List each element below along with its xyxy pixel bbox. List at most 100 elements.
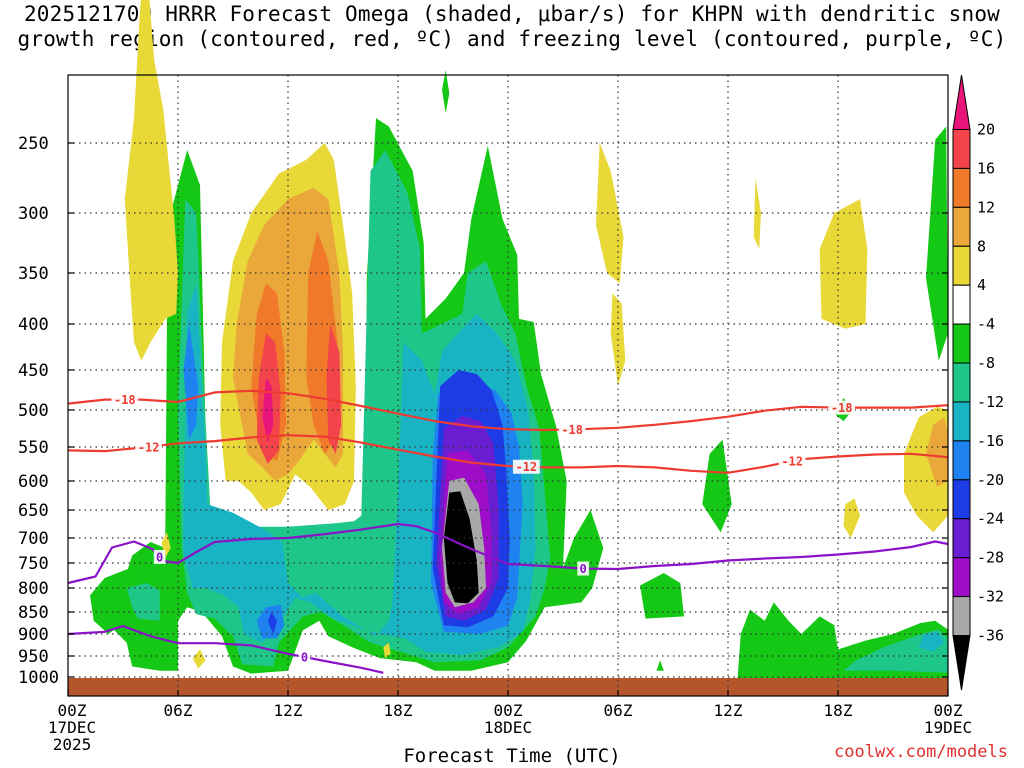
colorbar-cell-13 bbox=[952, 596, 971, 637]
y-tick-label-1000: 1000 bbox=[18, 668, 59, 688]
omega-region-yellow-18z-b bbox=[843, 498, 860, 538]
colorbar-cell-3 bbox=[952, 206, 971, 247]
omega-region-darkblue-low bbox=[267, 612, 277, 634]
x-tick-label-30-0: 06Z bbox=[604, 701, 633, 720]
x-tick-label-48-1: 19DEC bbox=[924, 718, 972, 737]
contour-label-2-1: 0 bbox=[580, 562, 587, 576]
colorbar-cell-1 bbox=[952, 128, 971, 169]
colorbar-label-1: 16 bbox=[977, 159, 995, 177]
colorbar-label-12: -32 bbox=[977, 588, 1004, 606]
contour-label-2-0: 0 bbox=[156, 551, 163, 565]
y-tick-label-750: 750 bbox=[18, 554, 49, 574]
omega-region-red-b bbox=[326, 324, 342, 454]
contour-label-bg-0-1 bbox=[558, 422, 586, 437]
x-tick-label-12-0: 12Z bbox=[274, 701, 303, 720]
omega-region-teal-left bbox=[126, 583, 160, 621]
y-tick-label-500: 500 bbox=[18, 401, 49, 421]
y-tick-label-600: 600 bbox=[18, 472, 49, 492]
colorbar-label-10: -24 bbox=[977, 510, 1004, 528]
omega-region-green-right-top bbox=[926, 126, 948, 361]
x-tick-label-48-0: 00Z bbox=[934, 701, 963, 720]
x-tick-label-0-2: 2025 bbox=[53, 735, 92, 754]
colorbar-label-8: -16 bbox=[977, 432, 1004, 450]
chart-title-line-2: growth region (contoured, red, ºC) and f… bbox=[17, 27, 1007, 51]
x-tick-label-24-1: 18DEC bbox=[484, 718, 532, 737]
y-tick-label-350: 350 bbox=[18, 264, 49, 284]
contour-label-0-1: -18 bbox=[561, 423, 583, 437]
y-tick-label-650: 650 bbox=[18, 501, 49, 521]
y-tick-label-700: 700 bbox=[18, 529, 49, 549]
colorbar-label-9: -20 bbox=[977, 471, 1004, 489]
omega-region-yellow-18z bbox=[819, 199, 868, 329]
contour-label-1-0: -12 bbox=[138, 440, 160, 454]
omega-region-green-12z bbox=[702, 439, 732, 533]
contour-label-bg-2-0 bbox=[153, 550, 166, 564]
y-tick-label-450: 450 bbox=[18, 361, 49, 381]
colorbar-label-4: 4 bbox=[977, 276, 986, 294]
colorbar-cell-7 bbox=[952, 362, 971, 403]
colorbar-label-0: 20 bbox=[977, 120, 995, 138]
plot-frame bbox=[67, 74, 949, 697]
x-tick-label-0-0: 00Z bbox=[58, 701, 87, 720]
colorbar-cell-11 bbox=[952, 518, 971, 559]
y-tick-label-400: 400 bbox=[18, 315, 49, 335]
contour-label-bg-0-2 bbox=[828, 400, 856, 415]
y-tick-label-250: 250 bbox=[18, 134, 49, 154]
y-tick-label-300: 300 bbox=[18, 204, 49, 224]
temperature-contours: -18 -18 -18 -12 -12 -12 0 0 0 bbox=[67, 389, 949, 674]
axis-ticks: 250 300 350 400 450 500 550 600 650 700 750 800 850 9… bbox=[18, 134, 972, 754]
y-tick-label-800: 800 bbox=[18, 579, 49, 599]
chart-title-line-1: 2025121700 HRRR Forecast Omega (shaded, … bbox=[23, 2, 1001, 26]
colorbar-cell-12 bbox=[952, 557, 971, 598]
omega-region-green-speck bbox=[442, 70, 450, 114]
x-tick-label-18-0: 18Z bbox=[384, 701, 413, 720]
colorbar-label-2: 12 bbox=[977, 198, 995, 216]
colorbar-label-11: -28 bbox=[977, 549, 1004, 567]
y-tick-label-850: 850 bbox=[18, 603, 49, 623]
colorbar-cell-2 bbox=[952, 167, 971, 208]
contour-label-bg-1-0 bbox=[135, 439, 163, 454]
grid-lines bbox=[68, 75, 948, 696]
omega-region-green-left bbox=[90, 568, 131, 634]
contour-label-0-2: -18 bbox=[831, 401, 853, 415]
contour-line-0 bbox=[67, 389, 949, 432]
colorbar: 20 16 12 8 4 -4 -8 -12 -16 -20 -24 -28 -32 -36 bbox=[952, 74, 1004, 691]
omega-region-yellow-06z bbox=[596, 143, 624, 284]
colorbar-cell-8 bbox=[952, 401, 971, 442]
colorbar-label-3: 8 bbox=[977, 237, 986, 255]
colorbar-cell-9 bbox=[952, 440, 971, 481]
contour-line-3 bbox=[67, 625, 384, 674]
contour-label-1-1: -12 bbox=[515, 460, 537, 474]
colorbar-label-7: -12 bbox=[977, 393, 1004, 411]
y-tick-label-550: 550 bbox=[18, 438, 49, 458]
omega-region-cyan-right bbox=[918, 631, 945, 652]
contour-label-1-2: -12 bbox=[781, 455, 803, 469]
colorbar-cell-10 bbox=[952, 479, 971, 520]
colorbar-cell-top bbox=[952, 74, 971, 130]
colorbar-cell-5 bbox=[952, 284, 971, 325]
source-credit: coolwx.com/models bbox=[834, 742, 1008, 762]
contour-label-bg-0-0 bbox=[111, 392, 139, 407]
x-axis-title: Forecast Time (UTC) bbox=[403, 745, 621, 767]
colorbar-cell-bottom bbox=[952, 635, 971, 691]
omega-region-yellow-speck2 bbox=[192, 649, 206, 669]
contour-label-3-0: 0 bbox=[301, 651, 308, 665]
colorbar-label-6: -8 bbox=[977, 354, 995, 372]
x-tick-label-0-1: 17DEC bbox=[48, 718, 96, 737]
omega-region-yellow-speck3 bbox=[383, 642, 391, 659]
x-tick-label-6-0: 06Z bbox=[164, 701, 193, 720]
colorbar-cell-6 bbox=[952, 323, 971, 364]
contour-label-bg-1-2 bbox=[778, 454, 806, 469]
contour-label-bg-1-1 bbox=[512, 459, 540, 474]
colorbar-cell-4 bbox=[952, 245, 971, 286]
omega-region-yellow-12z bbox=[753, 178, 761, 249]
contour-label-bg-2-1 bbox=[577, 561, 589, 576]
omega-region-black bbox=[443, 491, 479, 604]
contour-label-bg-3-0 bbox=[298, 650, 311, 665]
omega-region-amber-right bbox=[926, 417, 948, 487]
y-tick-label-950: 950 bbox=[18, 647, 49, 667]
colorbar-label-5: -4 bbox=[977, 315, 995, 333]
colorbar-label-13: -36 bbox=[977, 627, 1004, 645]
omega-region-yellow-left bbox=[124, 0, 178, 361]
